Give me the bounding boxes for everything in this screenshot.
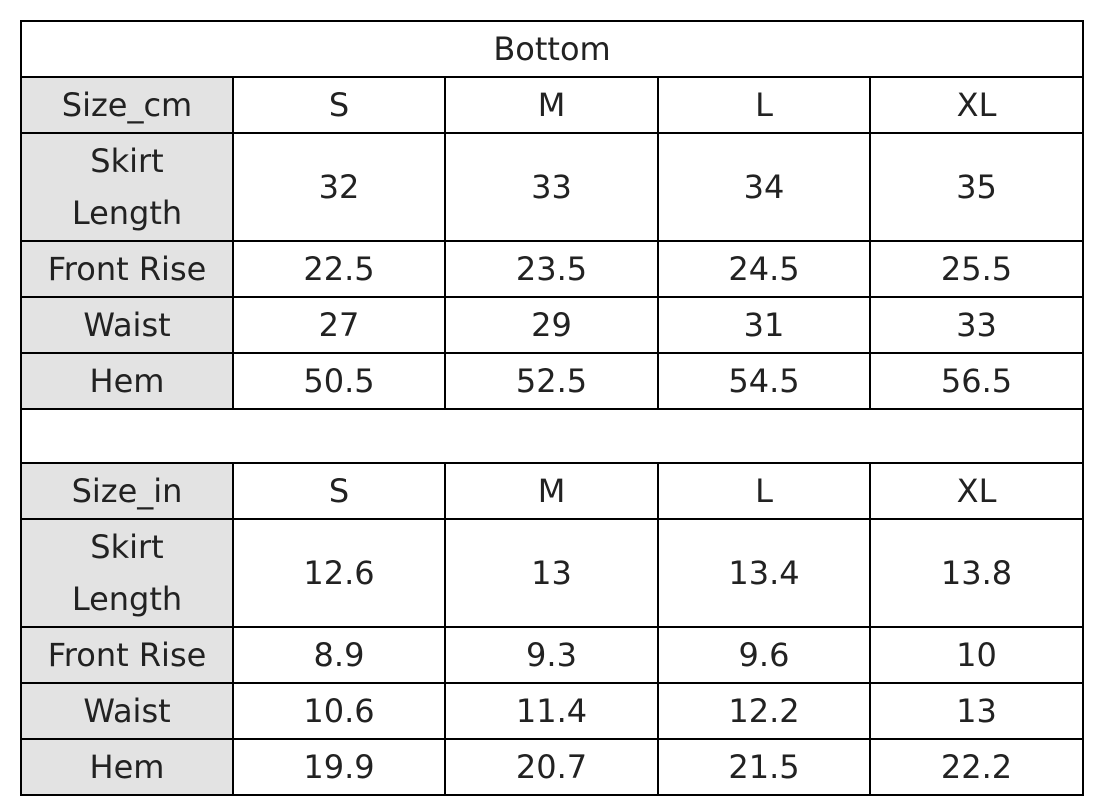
measure-label: Front Rise	[20, 626, 234, 684]
measure-value: 32	[232, 132, 446, 242]
measure-value: 13	[444, 518, 659, 628]
size-label: S	[232, 76, 446, 134]
spacer-row	[19, 408, 1085, 464]
measure-value: 35	[868, 132, 1085, 242]
size-label: M	[444, 462, 659, 520]
measure-value: 33	[444, 132, 659, 242]
measure-value: 8.9	[232, 626, 446, 684]
measure-value: 11.4	[444, 682, 659, 740]
measure-label: Skirt Length	[20, 132, 234, 242]
measure-value: 13.4	[657, 518, 871, 628]
measure-label: Front Rise	[20, 240, 234, 298]
table-title: Bottom	[19, 20, 1085, 78]
header-row: Size_cm S M L XL	[20, 76, 1085, 134]
measure-label: Skirt Length	[20, 518, 234, 628]
measure-value: 31	[657, 296, 871, 354]
measure-value: 10.6	[232, 682, 446, 740]
measure-value: 21.5	[657, 738, 871, 796]
size-label: XL	[868, 462, 1085, 520]
measure-value: 20.7	[444, 738, 659, 796]
measure-label: Waist	[20, 682, 234, 740]
measure-value: 12.2	[657, 682, 871, 740]
measure-row: Hem 50.5 52.5 54.5 56.5	[20, 352, 1085, 410]
size-label: S	[232, 462, 446, 520]
measure-row: Skirt Length 32 33 34 35	[20, 132, 1085, 242]
size-label: L	[657, 76, 871, 134]
measure-row: Waist 27 29 31 33	[20, 296, 1085, 354]
measure-value: 54.5	[657, 352, 871, 410]
unit-label: Size_in	[20, 462, 234, 520]
measure-row: Skirt Length 12.6 13 13.4 13.8	[20, 518, 1085, 628]
measure-label: Hem	[20, 352, 234, 410]
measure-value: 23.5	[444, 240, 659, 298]
measure-value: 22.5	[232, 240, 446, 298]
measure-row: Hem 19.9 20.7 21.5 22.2	[20, 738, 1085, 796]
measure-label: Hem	[20, 738, 234, 796]
measure-value: 22.2	[868, 738, 1085, 796]
measure-value: 10	[868, 626, 1085, 684]
size-label: M	[444, 76, 659, 134]
spacer-cell	[19, 408, 1085, 464]
header-row: Size_in S M L XL	[20, 462, 1085, 520]
unit-label: Size_cm	[20, 76, 234, 134]
measure-value: 50.5	[232, 352, 446, 410]
measure-value: 34	[657, 132, 871, 242]
title-row: Bottom	[19, 20, 1085, 78]
measure-value: 12.6	[232, 518, 446, 628]
measure-value: 19.9	[232, 738, 446, 796]
measure-label: Waist	[20, 296, 234, 354]
measure-value: 9.6	[657, 626, 871, 684]
measure-value: 24.5	[657, 240, 871, 298]
measure-value: 29	[444, 296, 659, 354]
measure-value: 27	[232, 296, 446, 354]
table-body: Bottom Size_cm S M L XL Skirt Length 32 33 34 35 F…	[19, 20, 1085, 796]
measure-value: 56.5	[868, 352, 1085, 410]
measure-row: Front Rise 8.9 9.3 9.6 10	[20, 626, 1085, 684]
size-label: XL	[868, 76, 1085, 134]
measure-value: 9.3	[444, 626, 659, 684]
size-chart: Bottom Size_cm S M L XL Skirt Length 32 33 34 35 F…	[19, 20, 1085, 796]
measure-value: 13.8	[868, 518, 1085, 628]
measure-value: 25.5	[868, 240, 1085, 298]
size-label: L	[657, 462, 871, 520]
measure-value: 33	[868, 296, 1085, 354]
measure-row: Front Rise 22.5 23.5 24.5 25.5	[20, 240, 1085, 298]
measure-value: 52.5	[444, 352, 659, 410]
measure-row: Waist 10.6 11.4 12.2 13	[20, 682, 1085, 740]
measure-value: 13	[868, 682, 1085, 740]
